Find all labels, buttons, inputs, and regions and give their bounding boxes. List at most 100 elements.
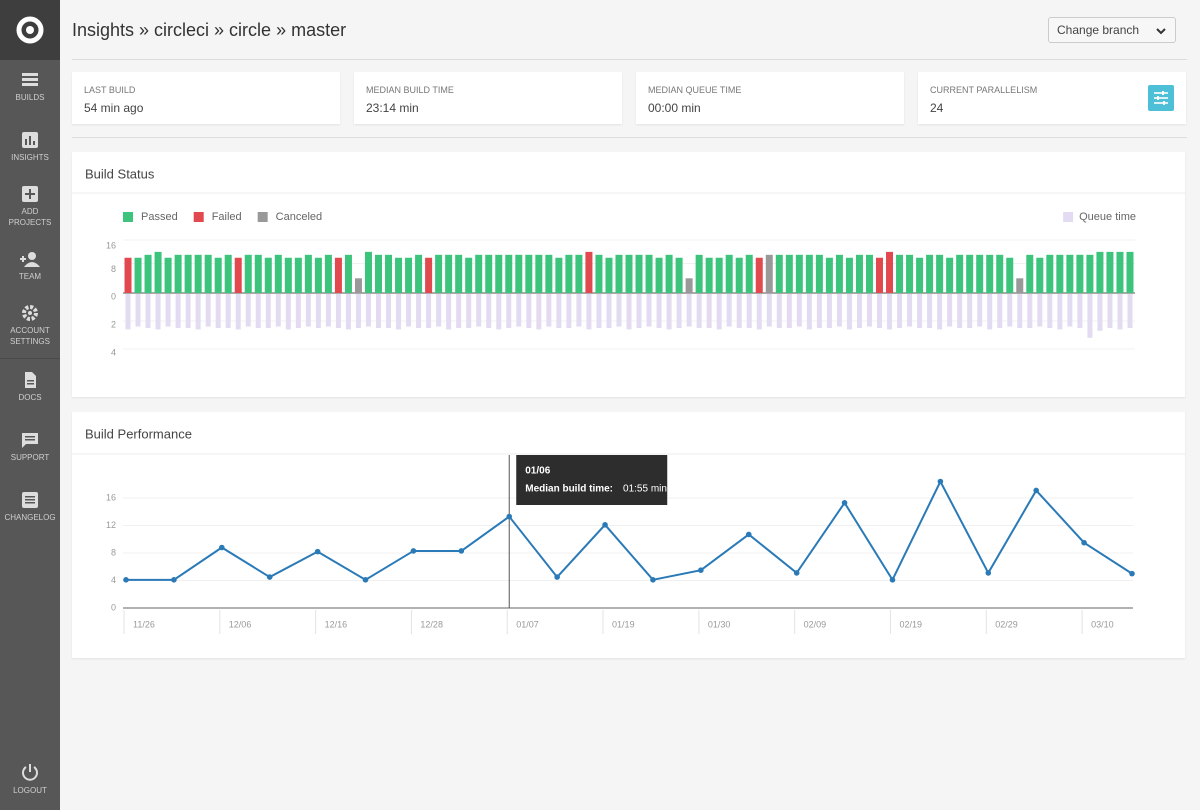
queue-bar xyxy=(626,294,632,330)
queue-bar xyxy=(826,294,832,328)
chevron xyxy=(1156,28,1166,35)
queue-bar xyxy=(1087,294,1093,338)
build-bar xyxy=(785,254,793,293)
queue-bar xyxy=(746,294,752,328)
build-bar xyxy=(1016,278,1024,293)
build-bar xyxy=(545,254,553,293)
nav-insights[interactable]: INSIGHTS xyxy=(0,132,60,163)
point xyxy=(698,567,704,573)
queue-bar xyxy=(957,294,963,328)
queue-bar xyxy=(937,294,943,330)
build-bar xyxy=(605,257,613,293)
queue-bar xyxy=(726,294,732,327)
parallelism-settings-button[interactable] xyxy=(1148,85,1174,111)
queue-bar xyxy=(606,294,612,328)
build-bar xyxy=(855,254,863,293)
y2-tick-label: 0 xyxy=(111,291,116,301)
build-bar xyxy=(1106,251,1114,293)
queue-bar xyxy=(576,294,582,327)
point xyxy=(266,574,273,580)
point xyxy=(889,577,896,583)
build-bar xyxy=(805,254,813,293)
build-bar xyxy=(425,257,433,293)
build-bar xyxy=(224,254,232,293)
queue-bar xyxy=(696,294,702,328)
queue-bar xyxy=(235,294,241,330)
queue-bar xyxy=(636,294,642,328)
nav-label: DOCS xyxy=(18,393,42,402)
build-bar xyxy=(1116,251,1124,293)
build-performance-card xyxy=(72,412,1185,658)
nav-label: LOGOUT xyxy=(13,786,47,795)
legend-swatch xyxy=(1063,212,1074,222)
build-bar xyxy=(775,254,783,293)
nav-support[interactable]: SUPPORT xyxy=(0,432,60,463)
build-bar xyxy=(815,254,823,293)
y-tick-label: 4 xyxy=(111,575,116,585)
queue-bar xyxy=(436,294,442,327)
queue-bar xyxy=(1107,294,1113,328)
queue-bar xyxy=(556,294,562,328)
build-bar xyxy=(184,254,192,293)
queue-bar xyxy=(406,294,412,327)
build-bar xyxy=(475,254,483,293)
queue-bar xyxy=(1067,294,1073,327)
queue-bar xyxy=(225,294,231,328)
point xyxy=(410,548,417,554)
queue-bar xyxy=(335,294,341,328)
queue-bar xyxy=(195,294,201,330)
build-bar xyxy=(875,257,883,293)
build-bar xyxy=(1046,254,1054,293)
nav-logout[interactable]: LOGOUT xyxy=(0,763,60,796)
stat-card: MEDIAN BUILD TIME 23:14 min xyxy=(354,72,622,124)
branch-select[interactable]: Change branch xyxy=(1048,17,1176,43)
x-tick-label: 12/28 xyxy=(420,619,443,629)
build-bar xyxy=(164,257,172,293)
queue-bar xyxy=(386,294,392,328)
queue-bar xyxy=(676,294,682,328)
nav-builds[interactable]: BUILDS xyxy=(0,72,60,103)
stat-value: 54 min ago xyxy=(84,101,144,115)
queue-bar xyxy=(446,294,452,330)
divider xyxy=(72,137,1187,138)
tooltip: 01/06 Median build time: 01:55 min xyxy=(516,455,668,505)
nav-changelog[interactable]: CHANGELOG xyxy=(0,492,60,523)
build-bar xyxy=(705,257,713,293)
queue-bar xyxy=(536,294,542,330)
y-tick-label: 16 xyxy=(106,492,116,502)
queue-bar xyxy=(175,294,181,328)
build-bar xyxy=(685,278,693,293)
build-bar xyxy=(645,254,653,293)
legend-swatch xyxy=(257,212,268,222)
logo-icon xyxy=(16,16,44,44)
build-bar xyxy=(966,254,974,293)
point xyxy=(362,577,369,583)
point xyxy=(650,577,656,583)
queue-bar xyxy=(927,294,933,328)
y-tick-label: 8 xyxy=(111,264,116,274)
queue-bar xyxy=(776,294,782,328)
build-bar xyxy=(886,251,894,293)
queue-bar xyxy=(426,294,432,328)
nav-docs[interactable]: DOCS xyxy=(0,372,60,403)
build-bar xyxy=(354,278,362,293)
nav-add-projects[interactable]: ADD PROJECTS xyxy=(0,186,60,228)
point xyxy=(171,577,177,583)
branch-select-label: Change branch xyxy=(1057,23,1140,37)
point xyxy=(937,478,944,485)
build-bar xyxy=(395,257,403,293)
build-bar xyxy=(695,254,703,293)
queue-bar xyxy=(1017,294,1023,328)
nav-account-settings[interactable]: ACCOUNT SETTINGS xyxy=(0,305,60,347)
build-bar xyxy=(495,254,503,293)
build-bar xyxy=(675,257,683,293)
build-bar xyxy=(906,254,914,293)
logo[interactable] xyxy=(0,0,60,60)
point xyxy=(745,531,752,538)
stat-label: MEDIAN BUILD TIME xyxy=(366,85,454,95)
build-bar xyxy=(565,254,573,293)
build-bar xyxy=(575,254,583,293)
build-bar xyxy=(264,257,272,293)
nav-team[interactable]: TEAM xyxy=(0,251,60,282)
